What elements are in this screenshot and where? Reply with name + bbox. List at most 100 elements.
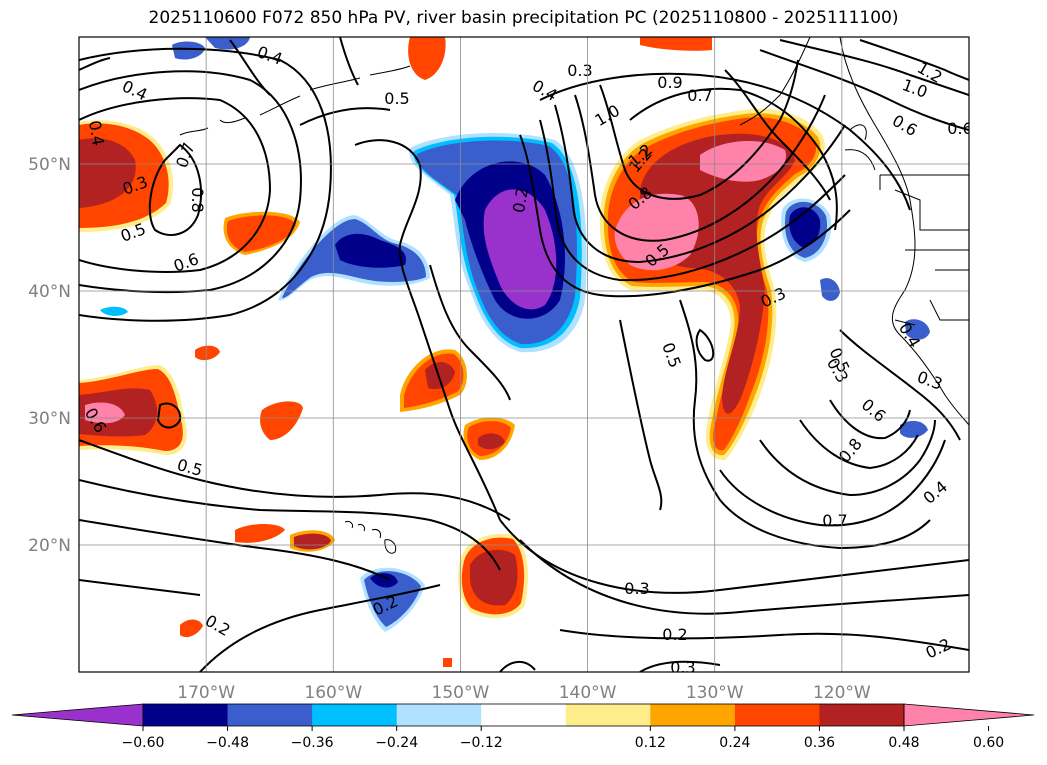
- colorbar-segment: [819, 704, 905, 726]
- colorbar-tick-label: −0.36: [291, 735, 334, 751]
- positive-pc-shading: [614, 193, 699, 271]
- pv-contour: [724, 69, 831, 201]
- pv-contour: [79, 47, 332, 322]
- negative-pc-shading: [900, 420, 928, 438]
- pv-contour: [519, 134, 851, 298]
- positive-pc-shading: [180, 619, 203, 638]
- pv-contour: [695, 328, 715, 362]
- lon-tick-label: 170°W: [177, 683, 235, 703]
- pv-contour: [79, 519, 391, 581]
- pv-contours: [79, 37, 969, 672]
- colorbar-tick-label: −0.60: [122, 735, 165, 751]
- coastline-north-america: [839, 37, 969, 426]
- pv-contour: [229, 39, 271, 96]
- chart-title: 2025110600 F072 850 hPa PV, river basin …: [148, 8, 899, 28]
- lon-tick-label: 120°W: [813, 683, 871, 703]
- coastline-bc: [844, 124, 876, 171]
- colorbar-segment: [312, 704, 398, 726]
- longitude-tick-labels: 170°W 160°W 150°W 140°W 130°W 120°W: [177, 683, 871, 703]
- positive-pc-shading: [700, 140, 786, 182]
- aleutian-islands: [179, 65, 411, 136]
- colorbar-segment: [734, 704, 820, 726]
- positive-pc-shading: [235, 524, 285, 543]
- pv-contour: [779, 39, 969, 96]
- lon-tick-label: 130°W: [686, 683, 744, 703]
- pv-contour: [679, 299, 931, 550]
- pv-contour: [156, 402, 182, 429]
- pv-contour: [799, 419, 919, 470]
- pv-contour: [79, 579, 201, 596]
- pv-contour: [79, 97, 272, 273]
- contour-label: 0.2: [662, 625, 687, 644]
- negative-pc-shading: [100, 306, 128, 316]
- positive-pc-shading: [470, 549, 518, 606]
- map-area: 0.40.4 0.50.30.41.01.20.90.71.21.00.6 0.60…: [79, 37, 972, 677]
- colorbar-extend-max: [903, 703, 1035, 727]
- negative-pc-shading: [205, 37, 250, 50]
- colorbar-tick-label: 0.36: [804, 735, 835, 751]
- colorbar-segment: [227, 704, 313, 726]
- pv-contour: [859, 39, 969, 81]
- map-frame: [78, 36, 970, 673]
- pv-contour: [299, 107, 391, 126]
- hawaiian-islands: [344, 521, 397, 554]
- positive-pc-shading: [443, 658, 452, 667]
- pv-contour: [354, 139, 501, 521]
- pv-contour: [79, 479, 501, 571]
- pv-contour: [839, 329, 961, 441]
- colorbar-segment: [650, 704, 736, 726]
- positive-pc-shading: [226, 215, 296, 252]
- pv-contour: [79, 70, 302, 294]
- colorbar-tick-label: 0.48: [888, 735, 919, 751]
- contour-label: 0.6: [947, 119, 972, 138]
- negative-pc-shading: [370, 573, 398, 588]
- positive-pc-shading: [408, 37, 446, 80]
- pv-contour: [619, 319, 663, 511]
- colorbar-segment: [565, 704, 651, 726]
- latitude-tick-labels: 50°N 40°N 30°N 20°N: [28, 155, 71, 556]
- contour-label: 0.7: [687, 86, 712, 105]
- contour-label: 0.7: [822, 511, 847, 530]
- coastline-alaska: [739, 37, 811, 126]
- lon-tick-label: 150°W: [432, 683, 490, 703]
- colorbar-segment: [481, 704, 567, 726]
- colorbar-tick-label: −0.12: [460, 735, 503, 751]
- colorbar-segment: [143, 704, 229, 726]
- lon-tick-label: 140°W: [559, 683, 617, 703]
- pv-contour: [719, 439, 946, 527]
- positive-pc-shading: [195, 345, 220, 361]
- pv-contour: [148, 143, 202, 236]
- pv-contour: [499, 661, 536, 672]
- pv-contour: [499, 519, 969, 594]
- negative-pc-shading: [172, 41, 205, 60]
- pv-contour: [79, 439, 511, 521]
- pv-contour: [554, 104, 846, 264]
- pv-contour: [339, 37, 359, 86]
- contour-label: 0.8: [188, 187, 207, 212]
- pv-contour: [199, 584, 441, 672]
- pv-contour: [559, 629, 969, 651]
- state-borders: [879, 174, 969, 326]
- lat-tick-label: 50°N: [28, 155, 71, 175]
- colorbar-extend-min: [11, 703, 144, 727]
- contour-label: 0.3: [567, 61, 592, 80]
- lat-tick-label: 20°N: [28, 536, 71, 556]
- pv-contour: [639, 660, 721, 672]
- pv-contour: [759, 419, 936, 497]
- colorbar-segment: [396, 704, 482, 726]
- positive-pc-shading: [260, 401, 303, 440]
- contour-label: 0.3: [670, 658, 695, 677]
- positive-pc-shading: [79, 138, 136, 208]
- contour-label: 0.3: [624, 579, 649, 598]
- pv-contour: [539, 119, 846, 282]
- colorbar-tick-label: 0.24: [719, 735, 750, 751]
- contour-label: 0.5: [384, 89, 409, 108]
- pv-contour: [629, 87, 838, 231]
- pv-contour: [519, 539, 969, 615]
- pv-contour: [429, 264, 511, 401]
- positive-pc-shading: [478, 433, 505, 450]
- colorbar-tick-label: −0.48: [206, 735, 249, 751]
- colorbar-tick-label: −0.24: [375, 735, 418, 751]
- lat-tick-label: 30°N: [28, 409, 71, 429]
